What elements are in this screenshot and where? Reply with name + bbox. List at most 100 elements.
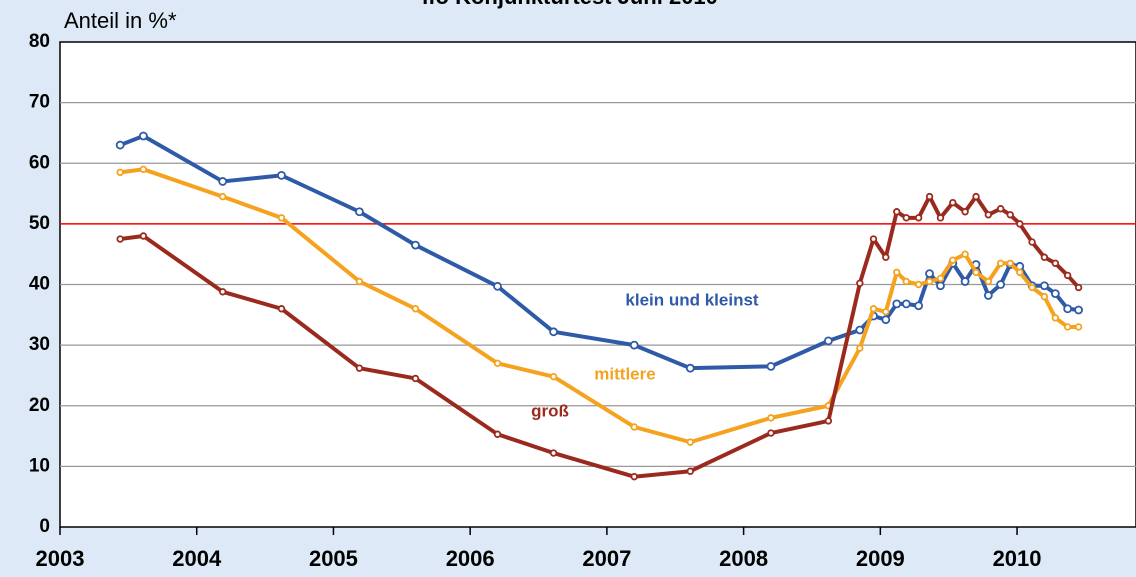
data-point (493, 359, 502, 368)
y-tick-label: 80 (29, 31, 50, 52)
y-tick-label: 50 (29, 213, 50, 234)
data-point (1006, 211, 1014, 219)
chart-title: ifo Konjunkturtest Juni 2010 (422, 0, 718, 9)
data-point (1040, 253, 1049, 261)
data-point (355, 364, 364, 372)
data-point (893, 208, 901, 216)
data-point (855, 325, 865, 335)
data-point (139, 232, 148, 240)
data-point (961, 250, 969, 258)
data-point (893, 268, 901, 277)
data-point (881, 315, 891, 325)
data-point (549, 449, 558, 457)
data-point (914, 280, 923, 289)
data-point (984, 211, 993, 219)
data-point (493, 281, 502, 291)
data-point (1063, 304, 1073, 314)
data-point (869, 235, 878, 243)
data-point (983, 291, 993, 300)
data-point (1051, 314, 1060, 322)
data-point (996, 280, 1006, 289)
data-point (960, 277, 970, 286)
y-tick-label: 0 (39, 516, 50, 537)
y-tick-label: 60 (29, 152, 50, 173)
data-point (630, 472, 638, 481)
data-point (277, 214, 286, 222)
data-point (925, 277, 934, 286)
data-point (277, 170, 286, 180)
data-point (961, 208, 969, 216)
data-point (856, 344, 864, 352)
data-point (949, 198, 957, 207)
y-tick-label: 10 (29, 455, 50, 476)
data-point (411, 240, 420, 250)
data-point (914, 301, 924, 311)
data-point (766, 361, 776, 371)
y-tick-label: 30 (29, 334, 50, 355)
data-point (892, 299, 902, 309)
y-axis-label: Anteil in %* (64, 8, 177, 33)
data-point (629, 340, 639, 350)
data-point (686, 467, 694, 475)
y-tick-label: 40 (29, 274, 50, 295)
data-point (1028, 283, 1036, 292)
x-tick-label: 2004 (172, 546, 222, 571)
x-tick-label: 2009 (856, 546, 905, 571)
data-point (218, 192, 227, 201)
data-point (972, 192, 980, 201)
series-label: klein und kleinst (625, 290, 759, 309)
data-point (972, 268, 980, 277)
data-point (767, 429, 775, 437)
data-point (1051, 259, 1060, 267)
data-point (1074, 283, 1083, 292)
data-point (856, 279, 864, 287)
data-point (824, 417, 833, 425)
data-point (686, 438, 694, 446)
data-point (823, 336, 833, 346)
data-point (1016, 220, 1024, 228)
data-point (914, 214, 923, 222)
data-point (115, 140, 125, 150)
x-tick-label: 2008 (719, 546, 768, 571)
data-point (936, 214, 945, 222)
data-point (139, 131, 148, 141)
data-point (1040, 292, 1049, 301)
data-point (218, 177, 228, 186)
data-point (355, 207, 364, 217)
data-point (767, 414, 775, 422)
data-point (882, 253, 890, 261)
data-point (1074, 323, 1083, 331)
data-point (925, 192, 934, 201)
y-tick-label: 20 (29, 395, 50, 416)
data-point (984, 277, 993, 286)
data-point (1006, 259, 1014, 267)
data-point (685, 363, 695, 373)
x-tick-label: 2005 (309, 546, 358, 571)
data-point (549, 327, 558, 337)
data-point (277, 305, 286, 313)
data-point (1028, 238, 1036, 246)
data-point (549, 372, 558, 381)
data-point (936, 274, 945, 283)
series-label: mittlere (594, 364, 655, 383)
data-point (902, 214, 911, 222)
data-point (996, 205, 1005, 213)
data-point (1063, 323, 1072, 331)
data-point (869, 305, 878, 313)
series-label: groß (531, 401, 569, 420)
data-point (116, 168, 124, 177)
x-tick-label: 2006 (446, 546, 495, 571)
data-point (1016, 268, 1024, 277)
x-tick-label: 2010 (993, 546, 1042, 571)
data-point (411, 305, 420, 313)
data-point (996, 259, 1005, 267)
data-point (949, 256, 957, 264)
data-point (139, 165, 148, 174)
data-point (1050, 289, 1060, 298)
data-point (1063, 271, 1072, 280)
data-point (355, 277, 364, 286)
data-point (493, 430, 502, 438)
data-point (411, 374, 420, 383)
data-point (630, 423, 638, 431)
